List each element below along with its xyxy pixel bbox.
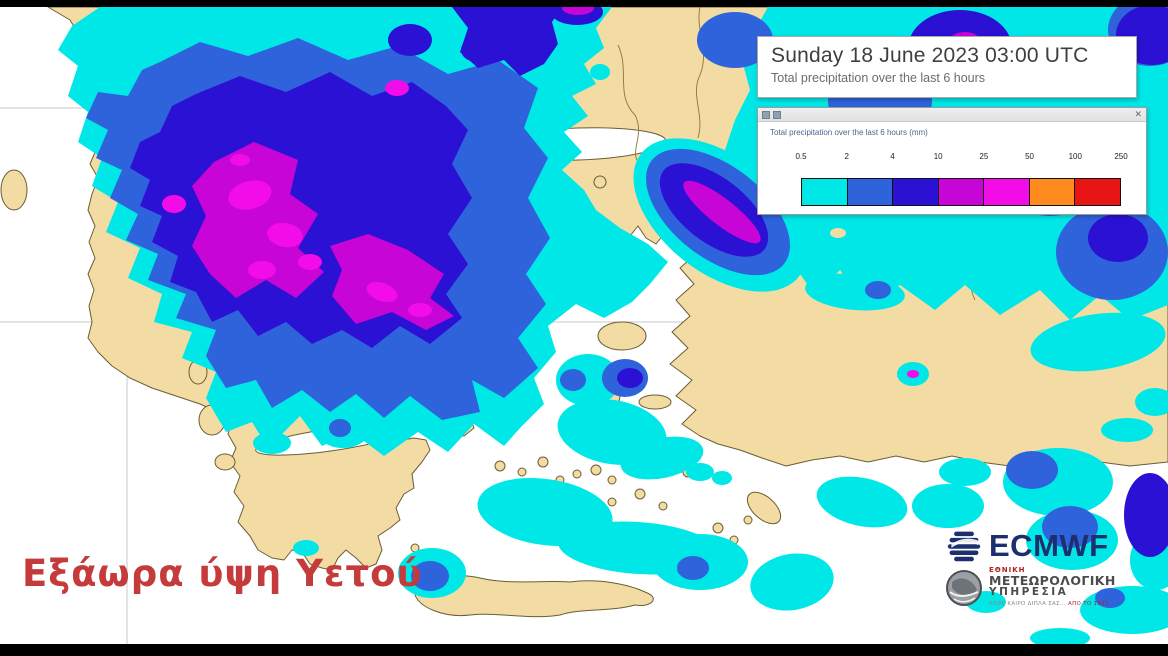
ecmwf-globe-icon — [947, 531, 981, 562]
hnms-emblem-icon — [946, 570, 982, 606]
legend-color-cell — [802, 179, 848, 205]
bottom-letterbox-bar — [0, 644, 1168, 656]
close-icon[interactable]: ✕ — [1134, 109, 1142, 119]
island-crete — [414, 575, 654, 618]
legend-color-cell — [984, 179, 1030, 205]
hnms-line2: ΜΕΤΕΩΡΟΛΟΓΙΚΗ — [989, 573, 1116, 588]
hnms-tagline-year: ΑΠΟ ΤΟ 1931 — [1068, 600, 1109, 607]
legend-tick-label: 25 — [979, 152, 989, 161]
legend-tick-label: 0.5 — [795, 152, 807, 161]
ecmwf-wordmark: ECMWF — [989, 528, 1109, 563]
legend-grip-icon — [762, 110, 781, 119]
legend-color-cell — [847, 179, 894, 205]
hnms-tagline-text: ΚΑΘΕ ΚΑΙΡΟ ΔΙΠΛΑ ΣΑΣ... — [989, 600, 1066, 607]
hnms-tagline: ΚΑΘΕ ΚΑΙΡΟ ΔΙΠΛΑ ΣΑΣ... ΑΠΟ ΤΟ 1931 — [989, 601, 1116, 607]
caption-text: Εξάωρα ύψη Υετού — [22, 552, 423, 595]
datetime-panel: Sunday 18 June 2023 03:00 UTC Total prec… — [757, 36, 1137, 98]
island-rhodes — [746, 491, 782, 525]
hnms-line1: ΕΘΝΙΚΗ — [989, 566, 1026, 574]
legend-window: ✕ Total precipitation over the last 6 ho… — [757, 107, 1147, 215]
legend-tick-label: 10 — [933, 152, 943, 161]
legend-scale: 0.5 2 4 10 25 50 100 250 — [795, 152, 1128, 206]
hnms-logo: ΕΘΝΙΚΗ ΜΕΤΕΩΡΟΛΟΓΙΚΗ ΥΠΗΡΕΣΙΑ ΚΑΘΕ ΚΑΙΡΟ… — [944, 566, 1116, 610]
island-thasos — [593, 175, 607, 189]
legend-tick-label: 250 — [1114, 152, 1128, 161]
legend-colorbar — [801, 178, 1121, 206]
island-corfu — [0, 169, 28, 211]
legend-color-cell — [893, 179, 939, 205]
hnms-line3: ΥΠΗΡΕΣΙΑ — [989, 586, 1069, 599]
legend-color-cell — [1075, 179, 1121, 205]
legend-tick-label: 50 — [1025, 152, 1035, 161]
top-letterbox-bar — [0, 0, 1168, 7]
island-samos — [638, 394, 672, 410]
island-lesbos — [597, 321, 647, 351]
legend-tick-label: 100 — [1068, 152, 1082, 161]
legend-titlebar[interactable]: ✕ — [758, 108, 1146, 122]
ecmwf-logo: ECMWF — [946, 528, 1109, 564]
island-zakynthos — [214, 453, 236, 471]
legend-tick-label: 2 — [844, 152, 849, 161]
legend-title: Total precipitation over the last 6 hour… — [770, 128, 928, 137]
legend-color-cell — [1029, 179, 1076, 205]
datetime-title: Sunday 18 June 2023 03:00 UTC — [771, 44, 1089, 67]
legend-tick-label: 4 — [890, 152, 895, 161]
legend-ticks: 0.5 2 4 10 25 50 100 250 — [795, 152, 1127, 164]
precip-pink-layer — [162, 80, 919, 378]
legend-color-cell — [938, 179, 985, 205]
datetime-subtitle: Total precipitation over the last 6 hour… — [771, 71, 986, 85]
